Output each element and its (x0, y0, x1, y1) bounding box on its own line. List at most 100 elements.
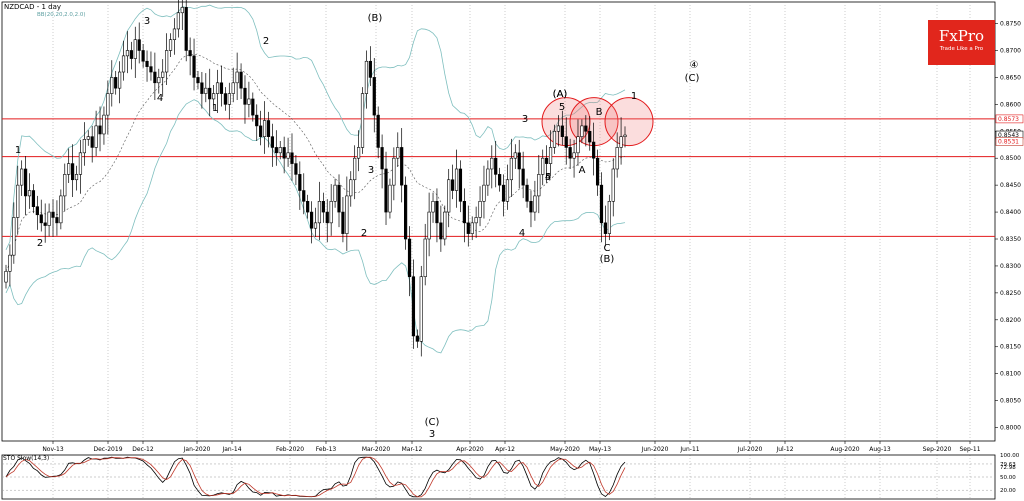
candle-body (180, 7, 184, 14)
candle-body (564, 136, 568, 148)
candle-body (145, 60, 149, 67)
bollinger-bands (5, 4, 626, 354)
resistance-circle (604, 97, 654, 147)
candle-body (505, 179, 510, 202)
x-tick-label: Jul-2020 (737, 446, 763, 453)
x-tick-label: Mar-2020 (362, 446, 391, 453)
candle-body (345, 195, 349, 234)
candle-body (333, 184, 337, 202)
candle-body (86, 136, 90, 140)
candle-body (372, 77, 376, 116)
candle-body (592, 141, 596, 159)
candle-body (39, 214, 43, 224)
x-tick-label: May-13 (589, 446, 611, 453)
stoch-signal-line (5, 456, 626, 498)
candle-body (184, 7, 188, 51)
candle-body (27, 190, 32, 197)
y-tick-label: 0.8250 (1000, 290, 1021, 297)
wave-label: (C) (685, 73, 700, 84)
candle-body (219, 82, 224, 94)
chart-title: NZDCAD - 1 day (4, 3, 62, 11)
candle-body (490, 157, 494, 170)
candle-body (337, 184, 341, 213)
candle-body (74, 174, 79, 181)
candle-body (31, 190, 36, 207)
wave-label: 4 (545, 172, 551, 183)
candle-body (376, 114, 380, 148)
candle-body (227, 93, 231, 105)
candle-body (247, 98, 251, 105)
candle-body (235, 71, 239, 84)
candle-body (20, 168, 24, 186)
x-tick-label: Dec-12 (132, 446, 154, 453)
y-tick-label: 0.8650 (1000, 74, 1021, 81)
candle-body (212, 93, 216, 100)
wave-label: (C) (425, 417, 440, 428)
candle-body (368, 60, 372, 78)
candle-body (552, 130, 557, 148)
price-tag-box (995, 114, 1024, 124)
wave-label: ④ (690, 60, 699, 71)
candle-body (533, 195, 537, 213)
y-tick-label: 0.8000 (1000, 425, 1021, 432)
candlesticks (4, 0, 627, 357)
y-tick-label: 0.8050 (1000, 398, 1021, 405)
candle-body (192, 55, 196, 78)
x-tick-label: Sep-11 (959, 446, 980, 453)
wave-label: (A) (553, 89, 568, 100)
candle-body (94, 125, 98, 148)
price-tag-label: 0.8531 (998, 139, 1019, 146)
wave-label: 2 (37, 238, 43, 249)
candle-body (556, 125, 560, 132)
candle-body (478, 201, 482, 218)
candle-body (423, 238, 427, 278)
candle-body (623, 134, 627, 137)
candle-body (223, 93, 227, 105)
wave-label: 2 (361, 228, 367, 239)
candle-body (59, 195, 63, 224)
candle-body (568, 147, 572, 159)
wave-label: (B) (368, 13, 383, 24)
candle-body (157, 77, 161, 84)
candle-body (153, 71, 157, 84)
candle-body (404, 184, 408, 240)
stoch-level-label: 20.00 (1000, 488, 1016, 494)
candle-body (548, 147, 553, 164)
candle-body (521, 168, 525, 186)
candle-body (47, 211, 51, 226)
x-tick-label: Jun-2020 (641, 446, 669, 453)
candle-body (396, 147, 400, 159)
candle-body (188, 50, 192, 57)
bollinger-lower (5, 99, 626, 354)
candle-body (576, 136, 580, 154)
wave-label: A (579, 165, 586, 176)
stochastic-title: STO Slow(14,3) (3, 455, 50, 462)
candle-body (431, 201, 435, 213)
candle-body (149, 66, 153, 73)
time-axis: Nov-13 Dec-2019 Dec-12 Jan-2020 Jan-14 Feb-20… (42, 441, 981, 453)
x-tick-label: Jan-14 (221, 446, 241, 453)
candle-body (168, 39, 173, 51)
indicator-label: BB(20,20,2.0,2.0) (37, 12, 86, 18)
logo-brand: FxPro (938, 27, 985, 45)
candle-body (537, 174, 541, 197)
wave-label: 3 (522, 114, 528, 125)
candle-body (141, 50, 145, 62)
candle-body (302, 190, 306, 202)
candle-body (353, 157, 357, 181)
candle-body (588, 130, 592, 143)
stoch-level-label: 50.00 (1000, 475, 1016, 481)
x-tick-label: Feb-2020 (276, 446, 304, 453)
x-tick-label: Jul-12 (775, 446, 793, 453)
candle-body (392, 157, 396, 186)
x-tick-label: Aug-2020 (830, 446, 859, 453)
y-tick-label: 0.8350 (1000, 236, 1021, 243)
candle-body (407, 238, 412, 278)
x-tick-label: Mar-12 (402, 446, 423, 453)
x-tick-label: Apr-12 (495, 446, 515, 453)
candle-body (294, 163, 298, 175)
candle-body (447, 179, 451, 213)
x-tick-label: Apr-2020 (456, 446, 484, 453)
bollinger-middle (5, 53, 626, 272)
